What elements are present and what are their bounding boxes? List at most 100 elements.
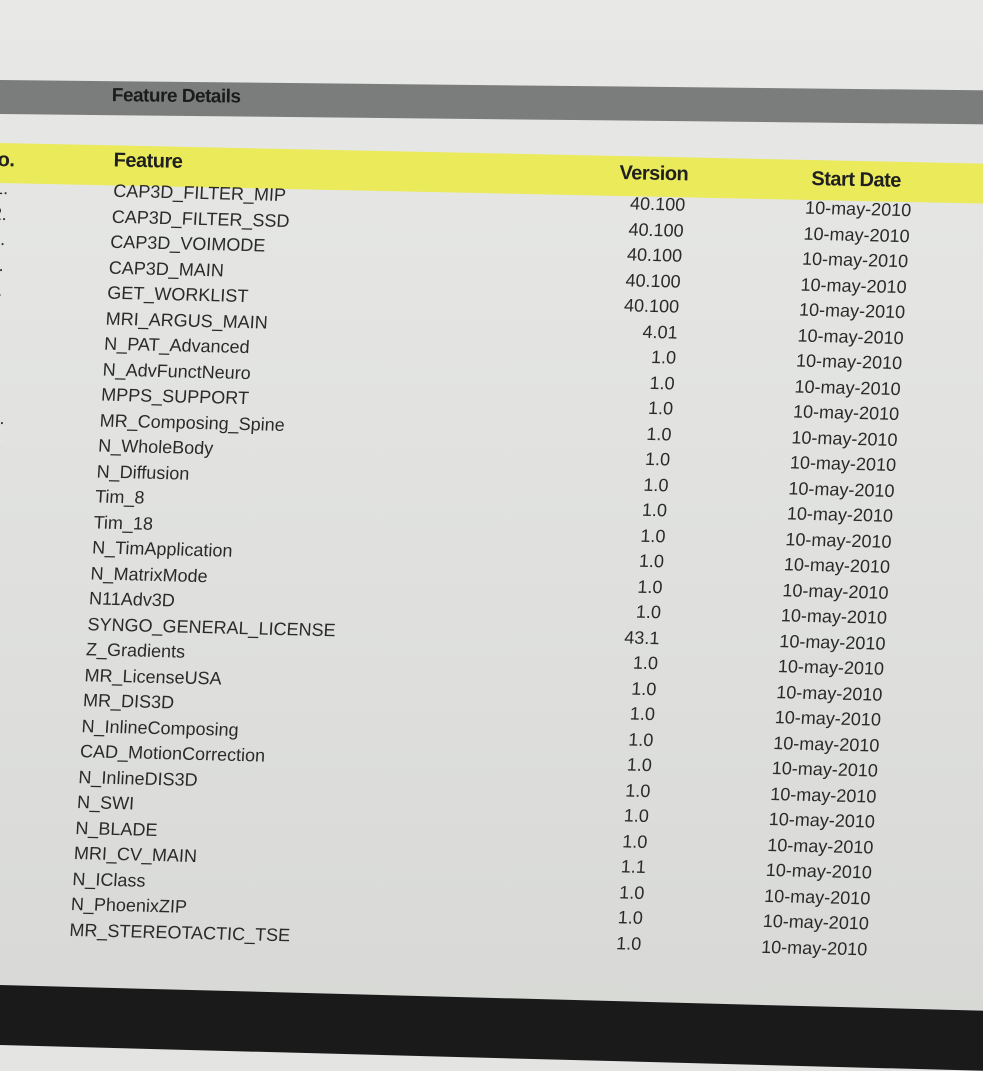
feature-start-date: 10-may-2010	[765, 859, 873, 883]
row-number: 4.	[0, 254, 5, 275]
feature-version: 1.0	[615, 932, 642, 954]
row-number: 1.	[0, 177, 10, 199]
feature-start-date: 10-may-2010	[772, 732, 881, 756]
feature-version: 1.0	[641, 499, 668, 521]
feature-start-date: 10-may-2010	[803, 223, 911, 246]
feature-start-date: 10-may-2010	[800, 274, 908, 297]
feature-name: N_SWI	[76, 792, 135, 814]
panel-title: Feature Details	[111, 85, 241, 108]
feature-name: Tim_18	[93, 511, 154, 534]
feature-start-date: 10-may-2010	[804, 197, 912, 221]
row-number: 13.	[0, 484, 1, 506]
feature-version: 40.100	[626, 244, 683, 266]
feature-name: N11Adv3D	[88, 588, 176, 611]
feature-start-date: 10-may-2010	[789, 452, 897, 475]
feature-start-date: 10-may-2010	[781, 579, 890, 603]
feature-version: 1.0	[617, 907, 644, 928]
feature-name: MRI_ARGUS_MAIN	[105, 308, 269, 333]
row-number: 10.	[0, 407, 6, 428]
feature-name: MR_LicenseUSA	[84, 664, 223, 689]
row-number: 2.	[0, 203, 8, 224]
feature-name: Tim_8	[94, 486, 146, 508]
row-number: 12.	[0, 458, 3, 479]
feature-start-date: 10-may-2010	[792, 401, 900, 425]
feature-version: 40.100	[623, 295, 680, 317]
feature-name: N_InlineDIS3D	[77, 766, 199, 790]
feature-start-date: 10-may-2010	[801, 248, 909, 272]
feature-start-date: 10-may-2010	[786, 503, 894, 526]
feature-version: 1.0	[627, 729, 655, 750]
feature-version: 1.0	[644, 448, 671, 470]
feature-name: CAP3D_VOIMODE	[109, 231, 266, 256]
header-start-date: Start Date	[811, 168, 902, 192]
feature-start-date: 10-may-2010	[762, 910, 870, 934]
feature-start-date: 10-may-2010	[784, 528, 893, 552]
feature-version: 43.1	[623, 626, 661, 648]
feature-name: N_BLADE	[74, 817, 159, 840]
row-number: 11.	[0, 432, 3, 454]
feature-version: 1.0	[650, 346, 677, 368]
feature-start-date: 10-may-2010	[768, 808, 876, 832]
feature-version: 40.100	[628, 218, 685, 241]
feature-start-date: 10-may-2010	[780, 605, 888, 628]
feature-version: 1.0	[630, 678, 658, 699]
feature-start-date: 10-may-2010	[763, 885, 871, 908]
feature-start-date: 10-may-2010	[777, 656, 885, 679]
feature-version: 1.0	[626, 754, 653, 776]
feature-name: N_PAT_Advanced	[103, 333, 251, 358]
feature-start-date: 10-may-2010	[795, 350, 903, 374]
feature-name: N_Diffusion	[96, 460, 191, 484]
feature-name: MR_Composing_Spine	[99, 410, 286, 435]
feature-name: CAP3D_FILTER_SSD	[111, 206, 291, 231]
feature-version: 1.0	[624, 779, 651, 801]
feature-start-date: 10-may-2010	[790, 426, 899, 450]
feature-name: MR_DIS3D	[82, 690, 175, 713]
feature-name: CAP3D_MAIN	[108, 257, 225, 280]
feature-version: 1.0	[618, 881, 645, 903]
feature-name: CAD_MotionCorrection	[79, 741, 266, 766]
monitor-bezel	[0, 985, 983, 1071]
row-number: 6.	[0, 305, 1, 326]
row-number: 5.	[0, 279, 3, 301]
feature-start-date: 10-may-2010	[798, 299, 906, 323]
feature-start-date: 10-may-2010	[793, 375, 902, 399]
feature-version: 1.0	[648, 372, 676, 394]
header-no: o.	[0, 148, 15, 172]
feature-name: Z_Gradients	[85, 639, 186, 662]
feature-start-date: 10-may-2010	[775, 681, 884, 705]
feature-version: 1.0	[623, 805, 650, 827]
feature-name: MPPS_SUPPORT	[100, 384, 250, 409]
feature-name: MR_STEREOTACTIC_TSE	[68, 919, 291, 945]
feature-start-date: 10-may-2010	[760, 936, 868, 959]
feature-version: 1.0	[636, 576, 664, 597]
feature-version: 1.0	[635, 601, 662, 623]
feature-version: 40.100	[629, 193, 686, 215]
panel-title-bar: Feature Details	[0, 80, 983, 125]
feature-version: 1.0	[642, 474, 670, 495]
feature-start-date: 10-may-2010	[771, 758, 879, 781]
feature-version: 1.1	[620, 856, 647, 877]
feature-start-date: 10-may-2010	[769, 783, 877, 807]
feature-name: N_AdvFunctNeuro	[102, 359, 252, 383]
feature-name: N_PhoenixZIP	[70, 893, 188, 917]
feature-name: CAP3D_FILTER_MIP	[112, 180, 287, 205]
feature-version: 1.0	[632, 652, 659, 674]
feature-version: 1.0	[621, 830, 648, 852]
feature-version: 4.01	[642, 321, 679, 343]
feature-version: 1.0	[629, 703, 656, 725]
feature-name: N_InlineComposing	[81, 715, 240, 740]
feature-start-date: 10-may-2010	[766, 834, 874, 858]
feature-version: 1.0	[647, 397, 674, 419]
feature-name: GET_WORKLIST	[106, 282, 249, 307]
feature-start-date: 10-may-2010	[783, 554, 891, 577]
feature-start-date: 10-may-2010	[787, 477, 896, 501]
header-version: Version	[619, 161, 689, 186]
feature-start-date: 10-may-2010	[774, 707, 882, 730]
feature-name: N_WholeBody	[97, 435, 214, 459]
header-feature: Feature	[113, 149, 183, 173]
feature-version: 40.100	[625, 269, 682, 292]
feature-start-date: 10-may-2010	[797, 325, 905, 348]
feature-table-body: 1. CAP3D_FILTER_MIP 40.100 10-may-2010 2. CAP…	[0, 178, 983, 967]
feature-version: 1.0	[638, 550, 665, 572]
feature-version: 1.0	[645, 423, 673, 444]
